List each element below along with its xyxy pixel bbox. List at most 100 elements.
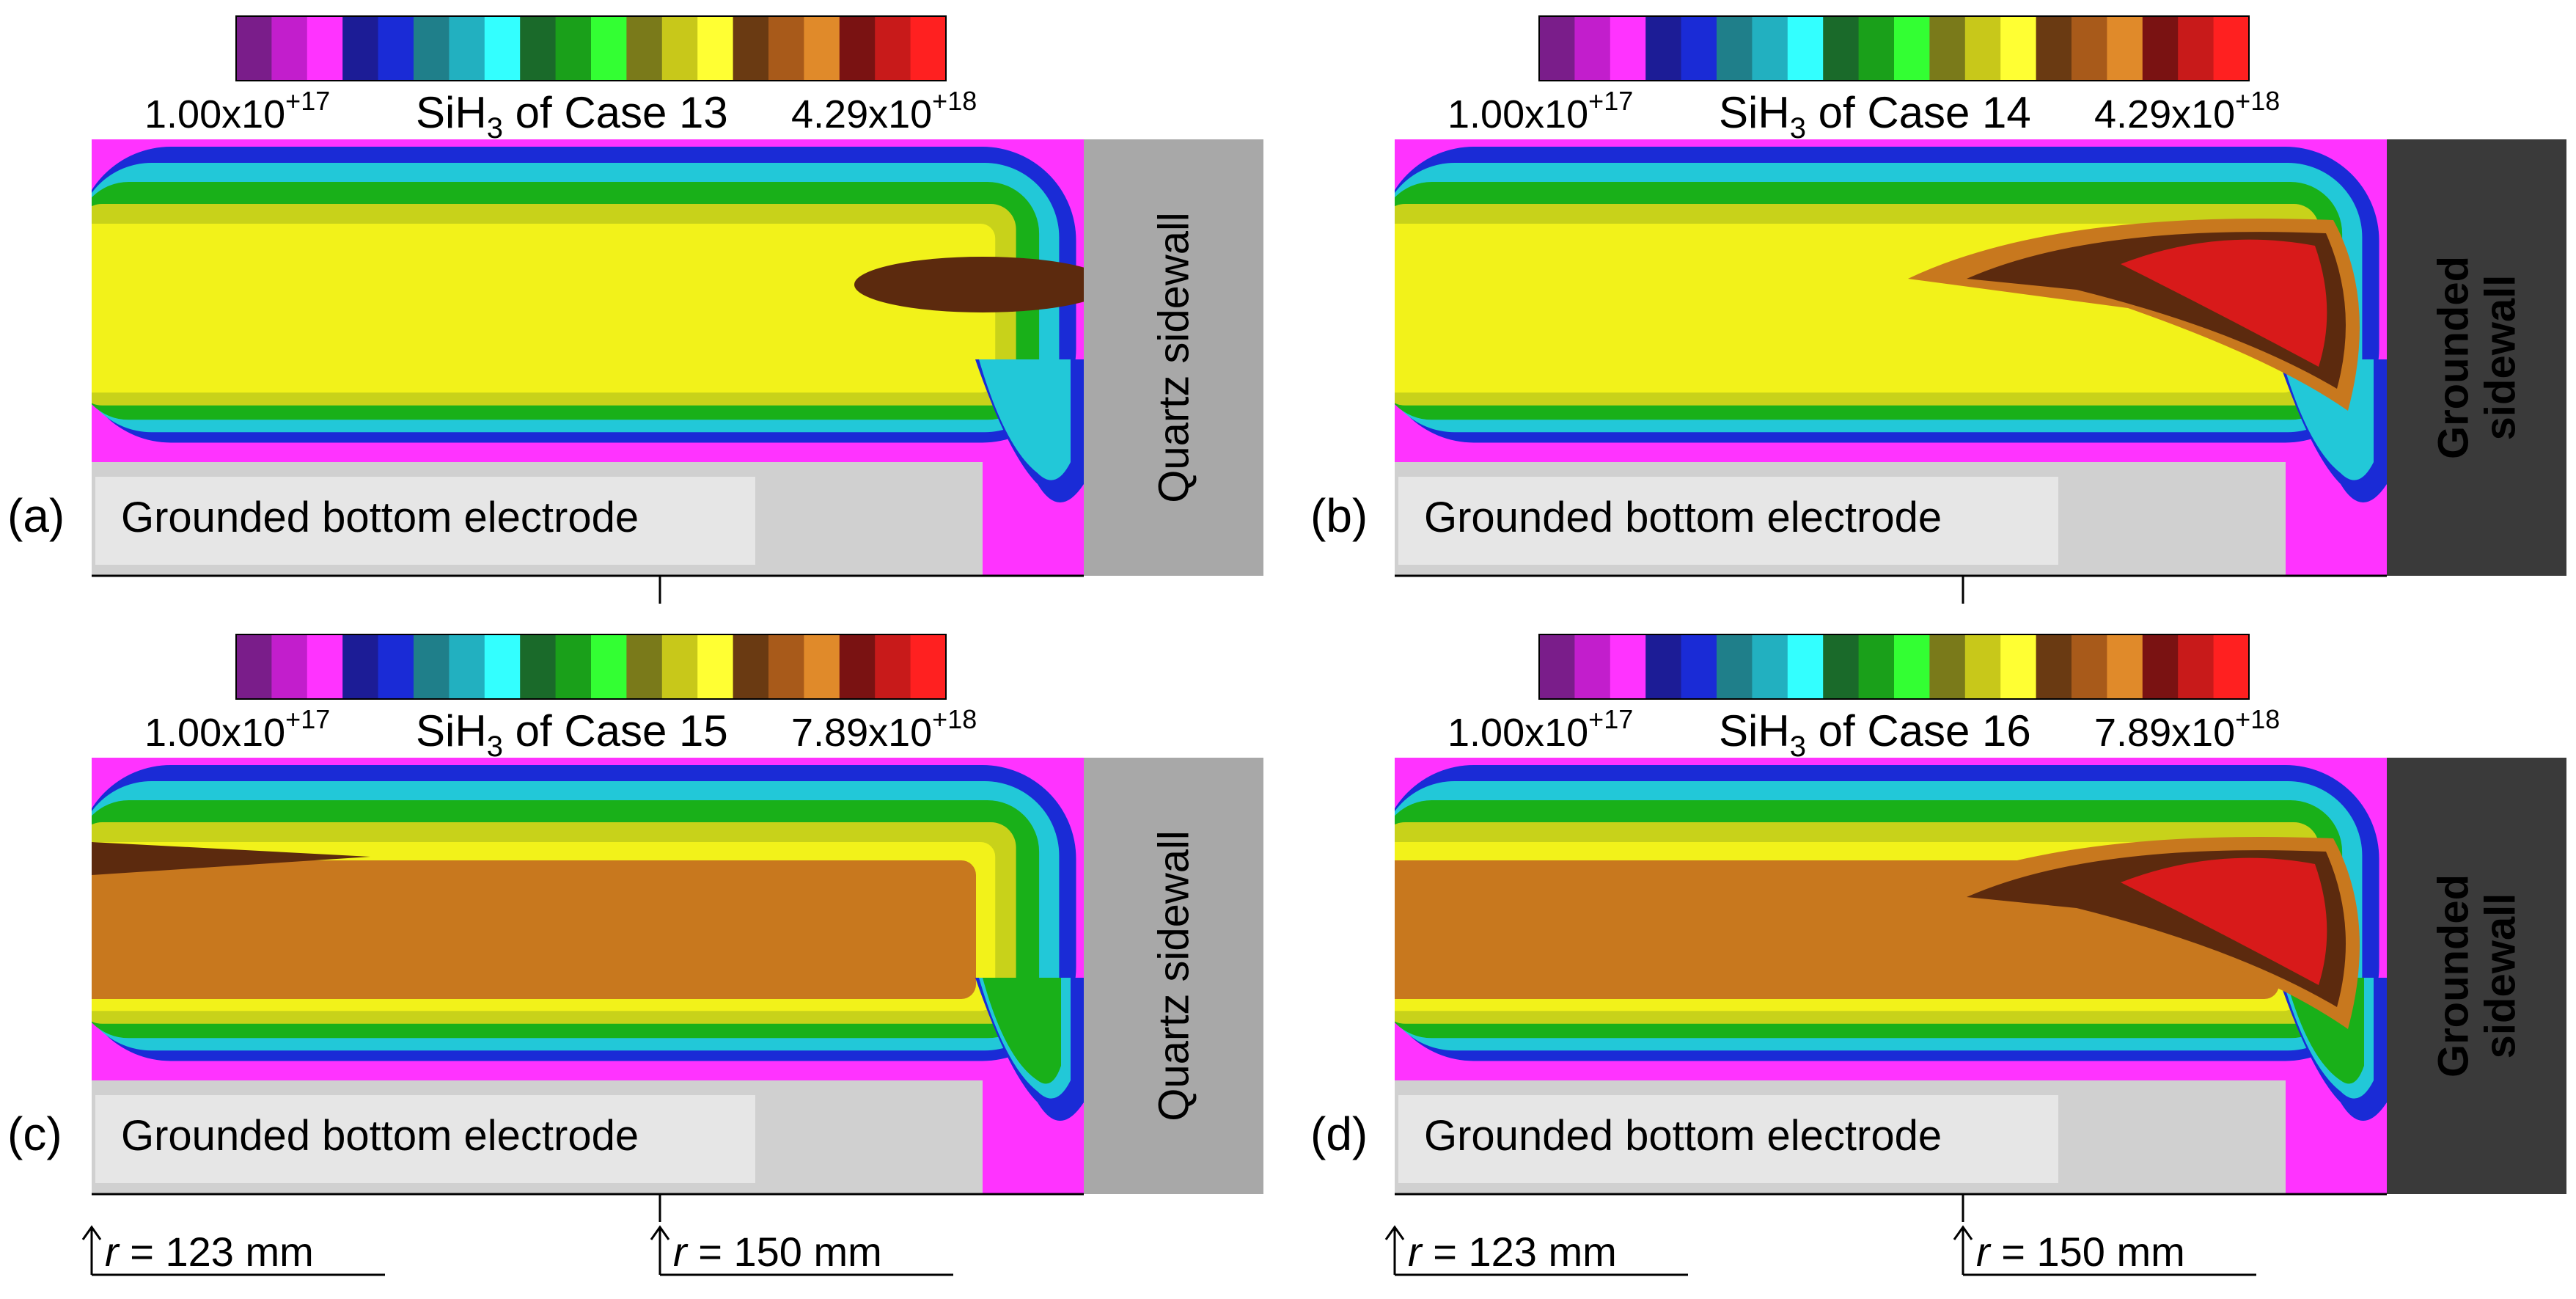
colorbar-swatch — [1681, 16, 1717, 81]
colorbar-swatch — [2072, 634, 2107, 699]
colorbar-swatch — [2036, 634, 2072, 699]
electrode-label-box — [1398, 1095, 2058, 1183]
colorbar-swatch — [520, 16, 557, 81]
colorbar: 1.00x10+17 SiH3 of Case 16 7.89x10+18 — [1447, 634, 2280, 763]
colorbar-title: SiH3 of Case 14 — [1719, 88, 2031, 144]
electrode-label: Grounded bottom electrode — [121, 494, 639, 541]
colorbar-swatch — [768, 16, 804, 81]
electrode-label-box — [95, 1095, 755, 1183]
sidewall-label: Grounded sidewall — [2430, 256, 2525, 459]
panel-d: Grounded bottom electrode Grounded sidewal… — [1310, 758, 2566, 1222]
colorbar-swatch — [2142, 634, 2179, 699]
up-arrow-icon — [650, 1225, 670, 1275]
colorbar-swatch — [1574, 16, 1611, 81]
colorbar-swatch — [697, 16, 734, 81]
sidewall — [1084, 758, 1263, 1194]
colorbar-swatch — [414, 16, 449, 81]
up-arrow-icon — [1953, 1225, 1973, 1275]
colorbar-swatch — [2178, 16, 2214, 81]
colorbar-swatch — [1717, 634, 1753, 699]
peak-region — [2121, 857, 2327, 985]
colorbar-swatch — [1823, 634, 1860, 699]
sidewall-label: Quartz sidewall — [1151, 212, 1198, 502]
colorbar-swatch — [1929, 16, 1966, 81]
radius-marker: r = 150 mm — [650, 1225, 953, 1276]
panel-letter: (a) — [7, 489, 65, 542]
colorbar-swatch — [378, 634, 414, 699]
panel-b: Grounded bottom electrode Grounded sidewal… — [1310, 139, 2566, 604]
up-arrow-icon — [81, 1225, 102, 1275]
colorbar-swatch — [449, 634, 485, 699]
colorbar-min-label: 1.00x10+17 — [1447, 86, 1633, 136]
colorbar-title: SiH3 of Case 15 — [416, 706, 728, 763]
colorbar-swatch — [661, 16, 698, 81]
panel-a: Grounded bottom electrode Quartz sidewall… — [7, 139, 1263, 604]
colorbar-swatch — [626, 634, 663, 699]
colorbar-swatch — [1717, 16, 1753, 81]
colorbar-swatch — [378, 16, 414, 81]
sidewall-label-line: Quartz sidewall — [1151, 212, 1198, 502]
colorbar-swatch — [2000, 634, 2037, 699]
colorbar-swatch — [1645, 16, 1682, 81]
contour-plot — [92, 139, 1084, 576]
colorbar-swatch — [1858, 634, 1895, 699]
colorbar-swatch — [1681, 634, 1717, 699]
contour-plot — [1395, 758, 2387, 1194]
colorbar-swatch — [1929, 634, 1966, 699]
peak-region — [92, 842, 370, 875]
sidewall-label: Quartz sidewall — [1151, 830, 1198, 1121]
colorbar-swatch — [768, 634, 804, 699]
colorbar-swatch — [1787, 634, 1824, 699]
radius-label: r = 123 mm — [105, 1229, 314, 1275]
colorbar-min-label: 1.00x10+17 — [1447, 704, 1633, 755]
colorbar-max-label: 7.89x10+18 — [2094, 704, 2280, 755]
colorbar-swatch — [875, 16, 911, 81]
colorbar: 1.00x10+17 SiH3 of Case 14 4.29x10+18 — [1447, 15, 2280, 144]
colorbar-frame — [1538, 15, 2250, 81]
colorbar-swatch — [1858, 16, 1895, 81]
colorbar-swatch — [1610, 16, 1646, 81]
contour-band — [92, 860, 976, 999]
radius-label: r = 150 mm — [673, 1229, 882, 1275]
colorbar-swatch — [2213, 634, 2250, 699]
colorbar-swatch — [2000, 16, 2037, 81]
colorbar-swatch — [520, 634, 557, 699]
colorbar-swatch — [1964, 16, 2001, 81]
colorbar-frame — [235, 15, 947, 81]
panel-c: Grounded bottom electrode Quartz sidewall… — [7, 758, 1263, 1222]
colorbar-max-label: 7.89x10+18 — [791, 704, 977, 755]
radius-label: r = 123 mm — [1408, 1229, 1617, 1275]
colorbar-swatch — [271, 16, 308, 81]
sidewall-label-line: Grounded — [2430, 256, 2478, 459]
colorbar-swatch — [555, 634, 592, 699]
sidewall-label-line: sidewall — [2477, 893, 2525, 1059]
sidewall-label: Grounded sidewall — [2430, 874, 2525, 1077]
contour-band — [92, 224, 996, 393]
sidewall-label-line: Quartz sidewall — [1151, 830, 1198, 1121]
radius-marker: r = 123 mm — [1384, 1225, 1688, 1276]
colorbar-swatch — [1752, 16, 1788, 81]
colorbar-swatch — [1823, 16, 1860, 81]
colorbar-swatch — [2178, 634, 2214, 699]
colorbar-swatch — [910, 634, 947, 699]
colorbar-max-label: 4.29x10+18 — [2094, 86, 2280, 136]
colorbar-swatch — [661, 634, 698, 699]
colorbar-swatch — [1645, 634, 1682, 699]
colorbar-swatch — [271, 634, 308, 699]
colorbar-swatch — [733, 634, 769, 699]
colorbar-swatch — [875, 634, 911, 699]
colorbar-swatch — [1610, 634, 1646, 699]
colorbar-swatch — [2107, 16, 2143, 81]
colorbar-swatch — [2107, 634, 2143, 699]
colorbar-swatch — [1894, 634, 1930, 699]
colorbar-swatch — [555, 16, 592, 81]
radius-marker: r = 123 mm — [81, 1225, 385, 1276]
peak-region — [2121, 239, 2327, 367]
colorbar-swatch — [484, 634, 521, 699]
sidewall — [2387, 758, 2566, 1194]
radius-label: r = 150 mm — [1976, 1229, 2185, 1275]
colorbar-swatch — [804, 16, 840, 81]
colorbar: 1.00x10+17 SiH3 of Case 13 4.29x10+18 — [144, 15, 977, 144]
sidewall-dip-inner — [979, 359, 1071, 480]
